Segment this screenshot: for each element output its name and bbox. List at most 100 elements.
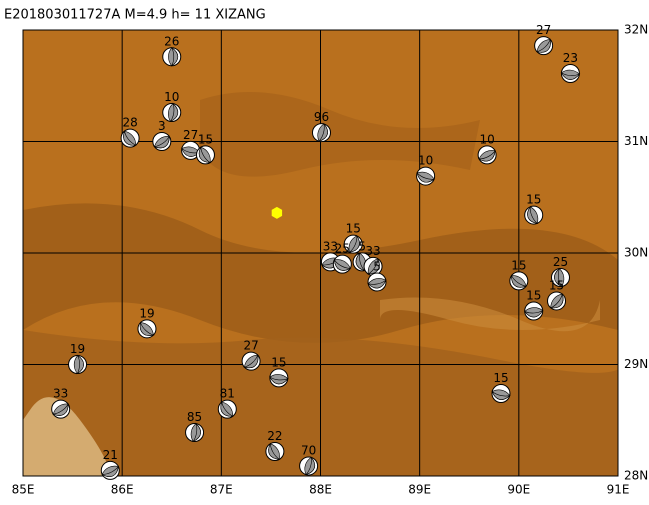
focal-mechanism xyxy=(162,102,182,123)
compression-quadrant xyxy=(192,422,201,443)
compression-quadrant xyxy=(169,102,179,123)
compression-quadrant xyxy=(367,257,380,275)
focal-mechanism xyxy=(477,145,497,165)
compression-quadrant xyxy=(527,205,539,224)
compression-quadrant xyxy=(52,402,69,416)
compression-quadrant xyxy=(220,400,234,417)
focal-mechanism xyxy=(534,36,554,56)
depth-label: 15 xyxy=(198,132,213,146)
focal-mechanism xyxy=(152,132,172,151)
map-title: E201803011727A M=4.9 h= 11 XIZANG xyxy=(4,8,266,23)
compression-quadrant xyxy=(560,72,581,80)
depth-label: 19 xyxy=(139,306,154,320)
depth-label: 81 xyxy=(220,387,235,401)
epicenter xyxy=(271,206,283,219)
depth-label: 15 xyxy=(511,258,526,272)
focal-mechanism xyxy=(509,271,529,291)
y-tick-label: 31N xyxy=(624,134,648,148)
x-tick-label: 86E xyxy=(111,483,134,497)
depth-label: 28 xyxy=(122,116,137,130)
compression-quadrant xyxy=(139,321,155,336)
focal-mechanism xyxy=(547,291,567,311)
depth-label: 25 xyxy=(335,242,350,256)
depth-label: 15 xyxy=(346,222,361,236)
y-tick-label: 29N xyxy=(624,357,648,371)
compression-quadrant xyxy=(318,122,328,142)
depth-label: 27 xyxy=(183,128,198,142)
depth-label: 85 xyxy=(187,410,202,424)
focal-mechanism xyxy=(311,122,331,143)
x-tick-label: 90E xyxy=(507,483,530,497)
depth-label: 22 xyxy=(267,429,282,443)
focal-mechanism xyxy=(68,354,88,375)
compression-quadrant xyxy=(101,465,119,477)
depth-label: 27 xyxy=(243,339,258,353)
focal-mechanism xyxy=(332,254,352,274)
x-tick-label: 88E xyxy=(309,483,332,497)
y-tick-label: 28N xyxy=(624,469,648,483)
compression-quadrant xyxy=(477,149,496,162)
compression-quadrant xyxy=(153,135,170,149)
focal-mechanism xyxy=(162,46,182,67)
depth-label: 27 xyxy=(536,23,551,37)
compression-quadrant xyxy=(491,390,511,400)
depth-label: 33 xyxy=(365,244,380,258)
compression-quadrant xyxy=(198,146,212,163)
depth-label: 19 xyxy=(70,342,85,356)
depth-label: 15 xyxy=(271,355,286,369)
focal-mechanism xyxy=(560,63,581,83)
depth-label: 15 xyxy=(549,278,564,292)
compression-quadrant xyxy=(549,292,564,309)
depth-label: 10 xyxy=(164,90,179,104)
x-tick-label: 85E xyxy=(12,483,35,497)
y-tick-label: 30N xyxy=(624,246,648,260)
focal-mechanism xyxy=(185,422,205,443)
focal-mechanism xyxy=(269,368,289,388)
y-tick-label: 32N xyxy=(624,23,648,37)
focal-mechanism xyxy=(100,460,120,480)
focal-mechanism xyxy=(217,399,237,419)
depth-label: 25 xyxy=(553,255,568,269)
depth-label: 23 xyxy=(563,51,578,65)
focal-mechanism xyxy=(195,145,215,165)
compression-quadrant xyxy=(554,267,563,288)
depth-label: 26 xyxy=(164,34,179,48)
focal-mechanism xyxy=(137,319,157,339)
focal-mechanism xyxy=(523,301,544,321)
x-tick-label: 89E xyxy=(408,483,431,497)
compression-quadrant xyxy=(348,234,360,253)
compression-quadrant xyxy=(269,376,289,385)
compression-quadrant xyxy=(511,274,528,288)
x-tick-label: 87E xyxy=(210,483,233,497)
depth-label: 15 xyxy=(526,288,541,302)
depth-label: 3 xyxy=(158,119,166,133)
compression-quadrant xyxy=(535,38,551,53)
focal-mechanism xyxy=(491,383,511,403)
depth-label: 10 xyxy=(479,132,494,146)
focal-mechanism xyxy=(550,267,570,288)
depth-label: 21 xyxy=(103,448,118,462)
compression-quadrant xyxy=(170,46,179,67)
depth-label: 70 xyxy=(301,443,316,457)
focal-mechanism xyxy=(241,351,261,371)
depth-label: 33 xyxy=(53,387,68,401)
depth-label: 15 xyxy=(526,193,541,207)
depth-label: 10 xyxy=(418,154,433,168)
focal-mechanism xyxy=(416,166,436,186)
compression-quadrant xyxy=(367,279,387,289)
depth-label: 5 xyxy=(358,239,366,253)
compression-quadrant xyxy=(243,353,259,369)
compression-quadrant xyxy=(523,309,544,318)
focal-mechanism xyxy=(299,456,319,476)
focal-mechanism xyxy=(524,205,544,225)
depth-label: 96 xyxy=(314,110,329,124)
depth-label: 5 xyxy=(373,259,381,273)
compression-quadrant xyxy=(333,258,352,271)
compression-quadrant xyxy=(76,354,84,375)
compression-quadrant xyxy=(123,129,137,146)
focal-mechanism xyxy=(367,272,387,292)
focal-mechanism xyxy=(343,234,363,254)
compression-quadrant xyxy=(416,171,436,183)
depth-label: 33 xyxy=(323,239,338,253)
